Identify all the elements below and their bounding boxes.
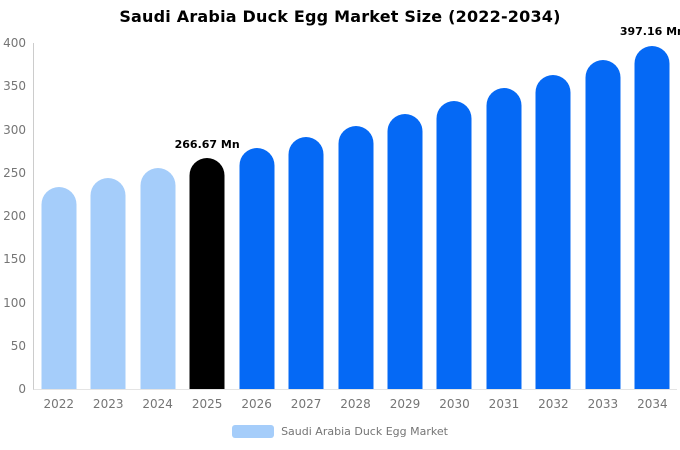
x-label-2022: 2022 bbox=[43, 397, 75, 411]
x-label-2031: 2031 bbox=[488, 397, 520, 411]
x-label-2028: 2028 bbox=[340, 397, 371, 411]
bar-2022[interactable] bbox=[41, 187, 77, 389]
bar-2032[interactable] bbox=[535, 74, 571, 389]
bar-slot-2025: 266.67 Mn 2025 bbox=[175, 43, 240, 411]
bar-2031[interactable] bbox=[486, 88, 522, 389]
bar-slot-2027: 2027 bbox=[281, 43, 330, 411]
bar-2023[interactable] bbox=[90, 177, 126, 389]
x-label-2034: 2034 bbox=[637, 397, 668, 411]
bar-slot-2026: 2026 bbox=[232, 43, 281, 411]
bar-slot-2022: 2022 bbox=[34, 43, 83, 411]
bar-2027[interactable] bbox=[288, 136, 324, 389]
bar-2033[interactable] bbox=[585, 60, 621, 389]
bar-2024[interactable] bbox=[140, 168, 176, 389]
bar-2034[interactable] bbox=[634, 45, 670, 389]
chart-title: Saudi Arabia Duck Egg Market Size (2022-… bbox=[119, 7, 561, 26]
x-label-2024: 2024 bbox=[142, 397, 173, 411]
plot-area: 2022 2023 2024 266.67 Mn 2025 2026 2027 2028 202… bbox=[33, 25, 680, 411]
x-label-2026: 2026 bbox=[241, 397, 272, 411]
y-tick-200: 200 bbox=[3, 209, 26, 223]
x-label-2025: 2025 bbox=[191, 397, 223, 411]
y-tick-400: 400 bbox=[3, 36, 26, 50]
x-label-2029: 2029 bbox=[389, 397, 421, 411]
bar-slot-2030: 2030 bbox=[430, 43, 479, 411]
y-tick-250: 250 bbox=[3, 165, 26, 180]
bar-2029[interactable] bbox=[387, 113, 423, 389]
bar-slot-2029: 2029 bbox=[380, 43, 429, 411]
y-tick-300: 300 bbox=[3, 122, 26, 137]
bar-slot-2031: 2031 bbox=[479, 43, 528, 411]
bar-2026[interactable] bbox=[239, 147, 275, 389]
y-tick-100: 100 bbox=[3, 295, 26, 310]
bar-2028[interactable] bbox=[338, 125, 374, 389]
legend-label: Saudi Arabia Duck Egg Market bbox=[281, 425, 448, 438]
x-label-2033: 2033 bbox=[587, 397, 619, 411]
x-label-2027: 2027 bbox=[290, 397, 322, 411]
x-label-2023: 2023 bbox=[92, 397, 124, 411]
y-tick-350: 350 bbox=[3, 79, 26, 94]
legend-item[interactable]: Saudi Arabia Duck Egg Market bbox=[0, 425, 680, 438]
bar-slot-2023: 2023 bbox=[83, 43, 132, 411]
bar-slot-2032: 2032 bbox=[529, 43, 578, 411]
bar-2025[interactable] bbox=[189, 158, 225, 389]
x-label-2032: 2032 bbox=[538, 397, 569, 411]
y-tick-150: 150 bbox=[3, 252, 26, 267]
x-label-2030: 2030 bbox=[439, 397, 470, 411]
y-tick-0: 0 bbox=[18, 382, 26, 396]
bar-series: 2022 2023 2024 266.67 Mn 2025 2026 2027 2028 202… bbox=[34, 25, 680, 411]
y-tick-50: 50 bbox=[10, 338, 26, 353]
bar-slot-2024: 2024 bbox=[133, 43, 182, 411]
bar-value-label-2034: 397.16 Mn bbox=[619, 25, 680, 39]
bar-slot-2033: 2033 bbox=[578, 43, 627, 411]
bar-slot-2034: 397.16 Mn 2034 bbox=[620, 25, 680, 411]
bar-2030[interactable] bbox=[436, 101, 472, 389]
bar-value-label-2025: 266.67 Mn bbox=[174, 138, 240, 152]
bar-slot-2028: 2028 bbox=[331, 43, 380, 411]
legend-swatch bbox=[232, 425, 275, 438]
